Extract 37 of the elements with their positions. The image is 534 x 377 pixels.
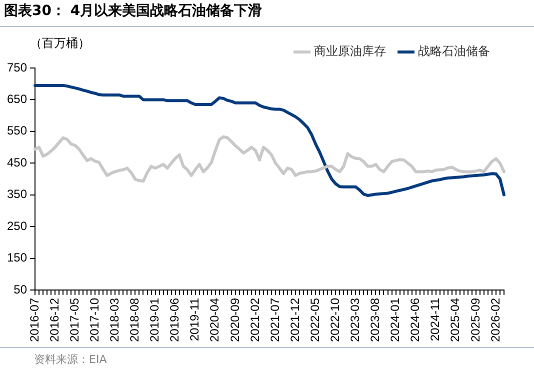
x-tick-label: 2019-06 — [168, 298, 182, 342]
y-tick-label: 350 — [6, 187, 28, 202]
x-tick-label: 2016-07 — [27, 298, 42, 342]
y-tick-label: 650 — [6, 92, 28, 106]
x-tick-label: 2021-02 — [248, 298, 262, 342]
x-tick-label: 2020-09 — [228, 298, 242, 342]
text: 资料来源：EIA — [34, 352, 107, 367]
legend-label: 战略石油储备 — [418, 44, 490, 58]
x-tick-label: 2019-11 — [188, 298, 202, 342]
y-tick-label: 450 — [6, 155, 28, 170]
x-tick-label: 2017-05 — [67, 298, 82, 342]
y-tick-label: 150 — [6, 250, 28, 265]
x-tick-label: 2024-01 — [388, 298, 402, 342]
x-tick-label: 2025-09 — [468, 298, 482, 342]
y-tick-label: 250 — [6, 218, 28, 233]
legend-label: 商业原油库存 — [314, 44, 386, 58]
x-tick-label: 2025-04 — [448, 298, 462, 342]
x-tick-label: 2020-04 — [208, 298, 222, 342]
chart-title: 图表30： 4月以来美国战略石油储备下滑 — [4, 2, 262, 20]
x-tick-label: 2016-12 — [47, 298, 62, 342]
y-axis-title: （百万桶） — [30, 36, 90, 50]
x-tick-label: 2024-11 — [428, 298, 442, 342]
x-tick-label: 2026-02 — [488, 298, 502, 342]
x-tick-label: 2022-05 — [308, 298, 322, 342]
x-tick-label: 2018-08 — [128, 298, 142, 342]
x-tick-label: 2021-12 — [288, 298, 302, 342]
x-tick-label: 2017-10 — [87, 298, 102, 342]
x-tick-label: 2022-10 — [328, 298, 342, 342]
x-tick-label: 2019-01 — [148, 298, 162, 342]
x-tick-label: 2018-03 — [108, 298, 122, 342]
x-tick-label: 2021-07 — [268, 298, 282, 342]
x-tick-label: 2024-06 — [408, 298, 422, 342]
y-tick-label: 550 — [6, 124, 28, 138]
x-tick-label: 2023-03 — [348, 298, 362, 342]
y-tick-label: 750 — [6, 60, 28, 74]
x-tick-label: 2023-08 — [368, 298, 382, 342]
y-tick-label: 50 — [14, 282, 28, 296]
